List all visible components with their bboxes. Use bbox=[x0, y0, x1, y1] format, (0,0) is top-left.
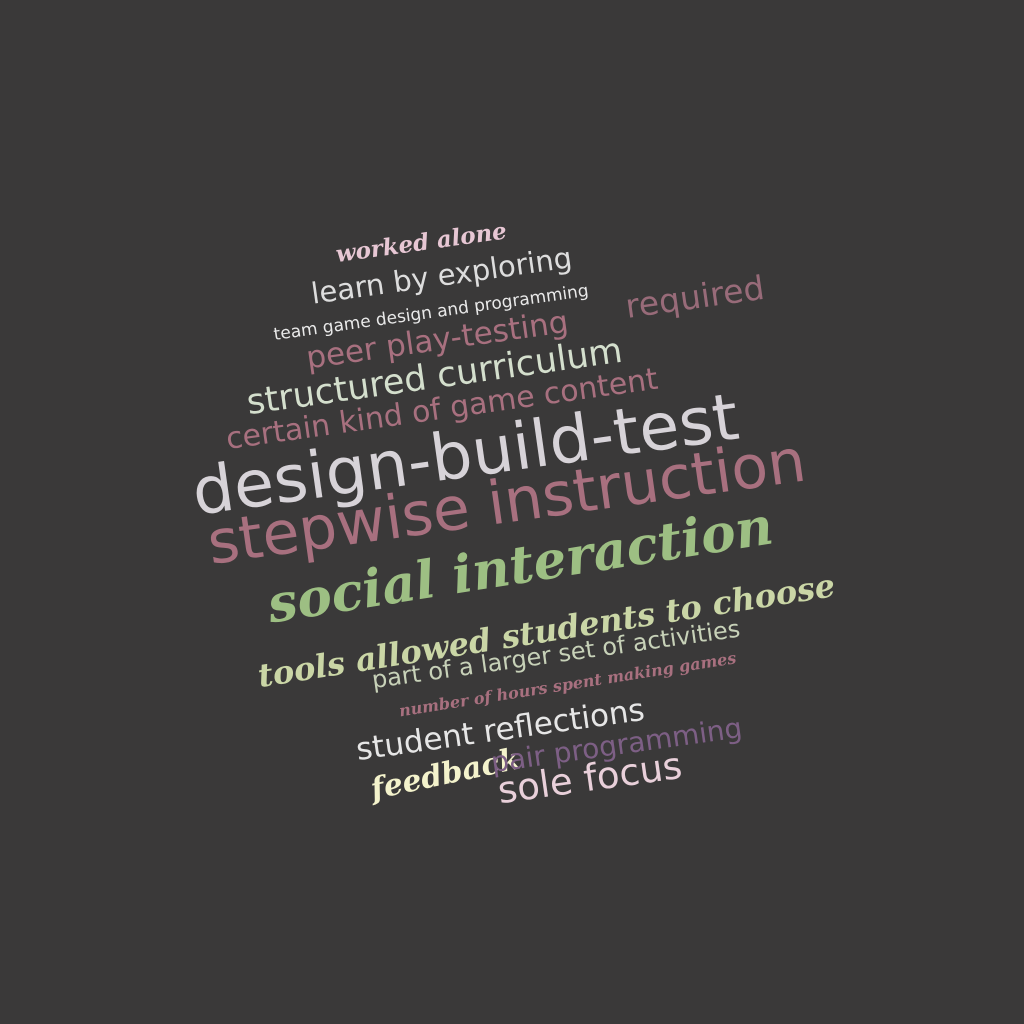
word-cloud: worked alone learn by exploring team gam… bbox=[188, 217, 838, 812]
